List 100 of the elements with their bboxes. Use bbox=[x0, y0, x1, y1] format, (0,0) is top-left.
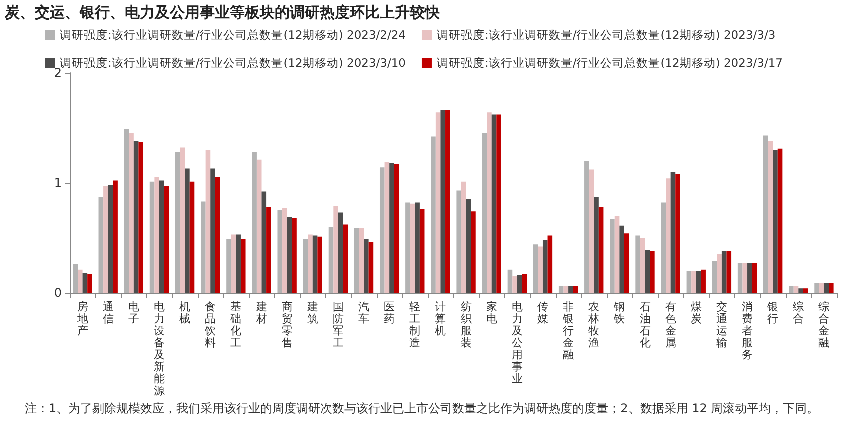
bar bbox=[226, 239, 232, 293]
bar bbox=[354, 228, 360, 293]
bar bbox=[108, 185, 114, 293]
bar bbox=[533, 244, 538, 293]
bar bbox=[150, 182, 155, 293]
bar bbox=[390, 163, 394, 293]
bar bbox=[175, 152, 180, 293]
bar bbox=[201, 202, 206, 293]
bar bbox=[522, 274, 528, 293]
x-tick-label: 消费者服务 bbox=[742, 300, 754, 362]
bar bbox=[256, 160, 262, 293]
legend-label: 调研强度:该行业调研数量/行业公司总数量(12期移动) 2023/3/17 bbox=[436, 56, 783, 70]
bar bbox=[645, 250, 650, 293]
bar bbox=[814, 283, 820, 293]
bar bbox=[308, 234, 313, 293]
x-tick-label: 轻工制造 bbox=[410, 300, 421, 350]
bar bbox=[190, 182, 195, 293]
bar bbox=[548, 236, 553, 293]
bar bbox=[113, 180, 118, 293]
bar bbox=[676, 174, 680, 293]
bar bbox=[210, 168, 216, 293]
bar bbox=[215, 178, 220, 293]
bar bbox=[394, 164, 400, 293]
x-tick-label: 钢铁 bbox=[613, 300, 626, 326]
bar bbox=[624, 234, 630, 293]
x-tick-label: 煤炭 bbox=[690, 300, 702, 326]
bar bbox=[129, 134, 134, 293]
x-tick-label: 石油石化 bbox=[640, 300, 651, 350]
x-tick-label: 计算机 bbox=[435, 300, 446, 338]
bar bbox=[82, 273, 88, 293]
bar bbox=[496, 114, 502, 293]
bar bbox=[748, 263, 752, 293]
x-tick-label: 农林牧渔 bbox=[588, 300, 600, 350]
bar bbox=[666, 178, 671, 293]
bar bbox=[650, 251, 655, 293]
bar bbox=[292, 218, 297, 293]
bar bbox=[701, 270, 706, 293]
bar bbox=[589, 170, 594, 293]
bar bbox=[262, 192, 267, 293]
bar bbox=[598, 207, 604, 293]
x-tick-label: 家电 bbox=[486, 300, 498, 326]
bar bbox=[303, 239, 308, 293]
x-tick-label: 房地产 bbox=[76, 300, 88, 338]
bar bbox=[415, 202, 420, 293]
bar bbox=[692, 271, 696, 293]
x-tick-label: 有色金属 bbox=[665, 300, 676, 350]
bar bbox=[482, 134, 488, 293]
x-tick-label: 机械 bbox=[180, 300, 191, 326]
bar bbox=[359, 228, 364, 293]
legend-label: 调研强度:该行业调研数量/行业公司总数量(12期移动) 2023/3/3 bbox=[436, 28, 776, 42]
chart-title: 炭、交运、银行、电力及公用事业等板块的调研热度环比上升较快 bbox=[4, 4, 441, 22]
bar bbox=[773, 150, 778, 293]
bar bbox=[794, 286, 799, 293]
bar bbox=[231, 234, 236, 293]
bar bbox=[431, 136, 436, 293]
bar bbox=[154, 178, 160, 293]
text: 注：1、为了剔除规模效应，我们采用该行业的周度调研次数与该行业已上市公司数量之比作为调研热度的度量；2、数据采用 12 周滚动平均，下同。 bbox=[25, 402, 820, 416]
x-tick-label: 电力设备及新能源 bbox=[154, 300, 165, 398]
x-tick-label: 交通运输 bbox=[716, 300, 728, 350]
bar bbox=[240, 239, 246, 293]
bar bbox=[512, 276, 518, 293]
bar bbox=[610, 219, 615, 293]
bar bbox=[461, 182, 466, 293]
x-tick-label: 基础化工 bbox=[230, 300, 242, 350]
bar bbox=[670, 172, 676, 293]
bar bbox=[138, 142, 144, 293]
bar bbox=[568, 286, 574, 293]
bar bbox=[368, 242, 374, 293]
bar bbox=[789, 286, 794, 293]
y-tick-label: 2 bbox=[54, 66, 62, 80]
bar bbox=[661, 202, 666, 293]
legend-label: 调研强度:该行业调研数量/行业公司总数量(12期移动) 2023/2/24 bbox=[60, 28, 406, 42]
x-tick-label: 食品饮料 bbox=[204, 300, 216, 350]
bar bbox=[508, 270, 513, 293]
bar bbox=[742, 263, 748, 293]
bar bbox=[717, 254, 722, 293]
bar bbox=[73, 264, 78, 293]
bar bbox=[620, 226, 624, 293]
bar bbox=[236, 234, 241, 293]
bar bbox=[134, 141, 139, 293]
bar bbox=[722, 251, 727, 293]
y-tick-label: 0 bbox=[54, 286, 62, 300]
bar bbox=[752, 263, 758, 293]
legend-label: 调研强度:该行业调研数量/行业公司总数量(12期移动) 2023/3/10 bbox=[60, 56, 406, 70]
bar bbox=[185, 168, 190, 293]
bar bbox=[614, 216, 620, 293]
bar bbox=[334, 206, 338, 293]
bar bbox=[364, 239, 369, 293]
bar bbox=[282, 208, 288, 293]
bar bbox=[440, 110, 446, 293]
bar bbox=[466, 200, 472, 293]
x-tick-label: 商贸零售 bbox=[282, 300, 293, 350]
bar bbox=[456, 190, 462, 293]
bar bbox=[206, 150, 211, 293]
bar bbox=[287, 217, 292, 293]
bar bbox=[564, 286, 569, 293]
x-tick-label: 医药 bbox=[384, 300, 396, 326]
bar bbox=[636, 236, 640, 293]
bar bbox=[471, 212, 476, 293]
bar bbox=[558, 286, 564, 293]
